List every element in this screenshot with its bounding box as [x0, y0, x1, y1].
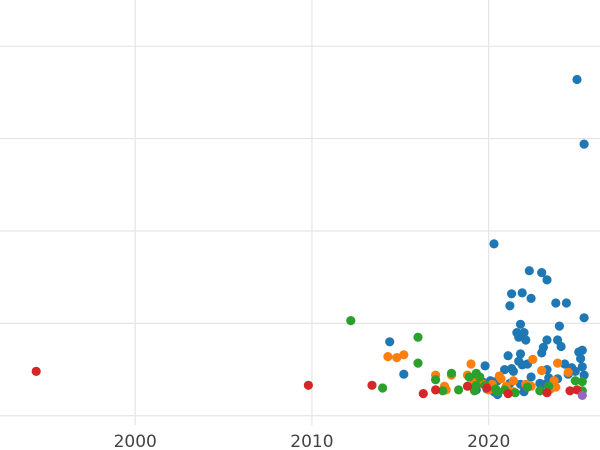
data-point-series-0 [577, 362, 587, 372]
data-point-series-0 [399, 369, 409, 379]
data-point-series-3 [303, 380, 313, 390]
data-point-series-2 [570, 376, 580, 386]
data-point-series-0 [579, 313, 589, 323]
data-point-series-0 [508, 366, 518, 376]
grid [0, 0, 600, 425]
data-point-series-0 [503, 351, 513, 361]
data-point-series-2 [492, 387, 503, 397]
data-points [31, 74, 589, 400]
data-point-series-0 [572, 74, 582, 85]
data-point-series-0 [542, 335, 552, 345]
data-point-series-0 [505, 301, 515, 311]
data-point-series-2 [522, 382, 533, 392]
data-point-series-1 [528, 354, 538, 364]
data-point-series-0 [514, 332, 524, 342]
data-point-series-2 [510, 388, 520, 398]
data-point-series-0 [515, 319, 526, 329]
data-point-series-0 [521, 335, 531, 345]
data-point-series-3 [482, 383, 492, 393]
data-point-series-2 [475, 372, 485, 382]
data-point-series-1 [466, 359, 476, 369]
data-point-series-0 [542, 275, 552, 285]
data-point-series-1 [537, 365, 547, 376]
data-point-series-0 [537, 268, 547, 278]
data-point-series-0 [517, 288, 527, 298]
data-point-series-3 [431, 385, 441, 395]
data-point-series-0 [561, 298, 572, 308]
data-point-series-3 [418, 389, 428, 399]
data-point-series-1 [383, 352, 393, 362]
data-point-series-2 [535, 386, 545, 396]
data-point-series-0 [480, 361, 490, 371]
data-point-series-0 [560, 359, 570, 369]
data-point-series-3 [462, 381, 473, 391]
data-point-series-0 [507, 289, 517, 299]
data-point-series-4 [577, 390, 587, 400]
data-point-series-0 [579, 139, 589, 149]
x-tick-label: 2010 [290, 432, 333, 450]
data-point-series-0 [554, 321, 565, 331]
data-point-series-0 [537, 348, 547, 358]
data-point-series-0 [556, 341, 566, 352]
data-point-series-1 [392, 353, 402, 363]
x-tick-label: 2000 [114, 432, 157, 450]
data-point-series-2 [464, 372, 474, 382]
data-point-series-0 [570, 366, 580, 376]
data-point-series-2 [438, 386, 448, 396]
data-point-series-3 [503, 389, 513, 399]
data-point-series-2 [454, 385, 464, 395]
data-point-series-0 [576, 353, 586, 364]
data-point-series-0 [385, 337, 395, 347]
data-point-series-0 [489, 239, 499, 249]
data-point-series-3 [367, 380, 377, 390]
data-point-series-2 [431, 375, 441, 385]
data-point-series-3 [31, 366, 41, 376]
data-point-series-1 [508, 376, 518, 386]
data-point-series-3 [565, 386, 575, 396]
data-point-series-0 [524, 266, 534, 276]
data-point-series-2 [446, 368, 457, 378]
data-point-series-1 [399, 350, 409, 360]
data-point-series-2 [413, 332, 423, 342]
data-point-series-2 [413, 358, 423, 368]
data-point-series-1 [553, 358, 563, 368]
data-point-series-2 [577, 377, 587, 387]
data-point-series-1 [563, 367, 573, 377]
data-point-series-0 [526, 372, 536, 382]
data-point-series-1 [496, 374, 506, 384]
data-point-series-2 [346, 316, 356, 326]
data-point-series-3 [542, 388, 552, 398]
data-point-series-0 [526, 293, 536, 303]
data-point-series-2 [469, 386, 480, 396]
x-axis-tick-labels: 2000 2010 2020 [114, 432, 511, 450]
data-point-series-2 [378, 383, 388, 393]
x-tick-label: 2020 [467, 432, 510, 450]
data-point-series-0 [551, 298, 561, 308]
data-point-series-0 [500, 365, 510, 375]
data-point-series-0 [515, 349, 526, 359]
